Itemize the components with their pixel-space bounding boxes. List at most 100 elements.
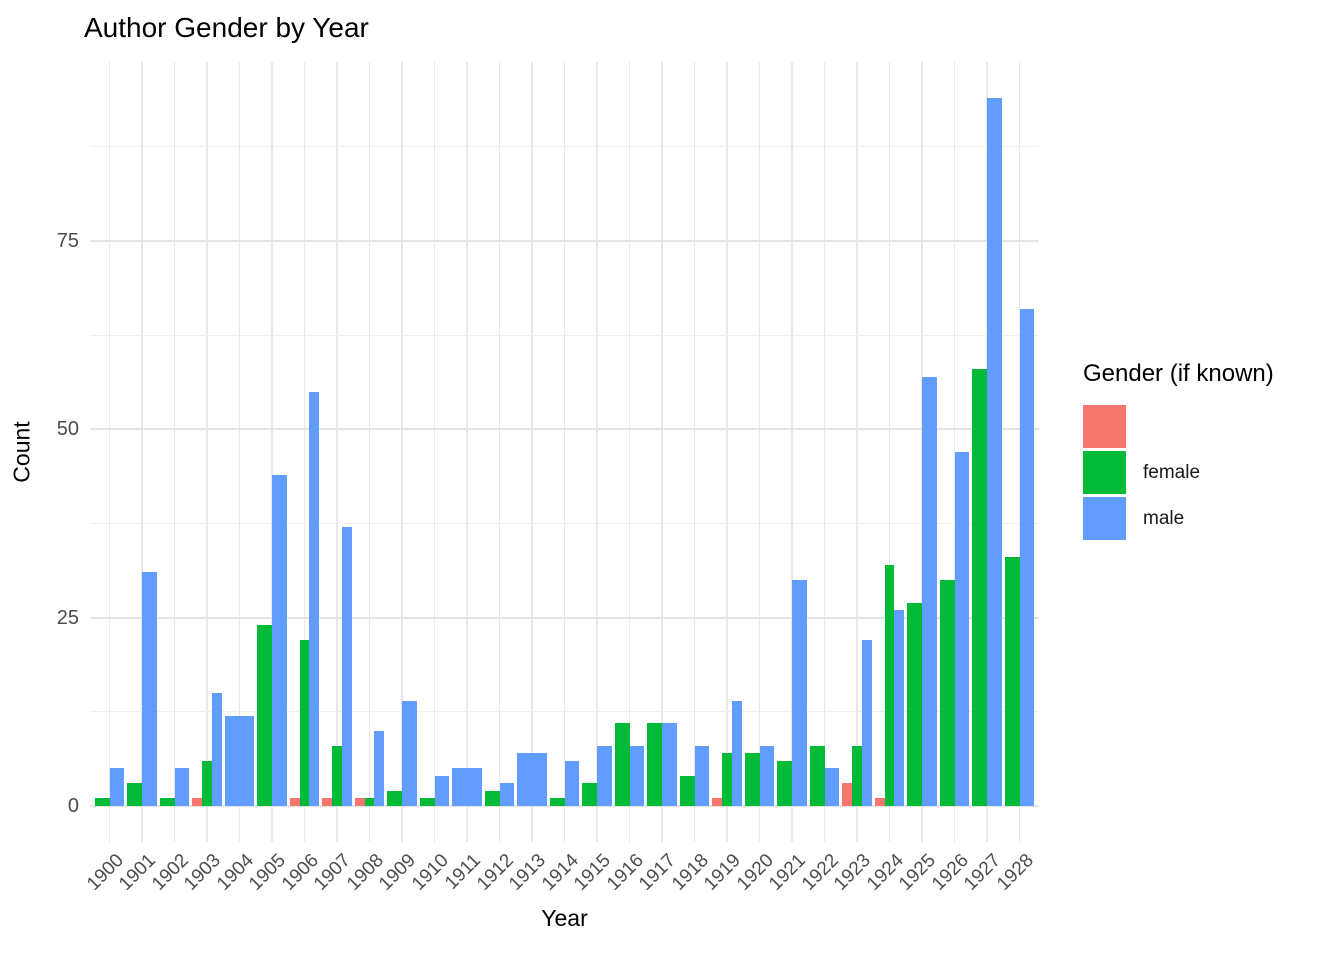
x-gridline [953,62,956,842]
bar-1913-male [517,753,547,806]
bar-1907-na [322,798,333,806]
x-gridline [628,62,631,842]
legend-swatch-female [1083,451,1126,494]
x-tick-label: 1928 [992,850,1038,895]
legend-label-female: female [1143,461,1201,483]
x-gridline [888,62,891,842]
x-gridline [466,62,468,842]
bar-1919-female [722,753,732,806]
bar-1922-male [824,768,840,806]
y-major-gridline [90,805,1039,807]
bar-1900-male [109,768,125,806]
bar-1927-female [972,369,987,806]
bar-1928-female [1004,557,1020,806]
x-gridline [823,62,826,842]
bar-1919-na [712,798,723,806]
bar-1906-female [299,640,310,806]
x-gridline [563,62,566,842]
y-tick-label: 0 [67,795,79,817]
legend-label-male: male [1143,507,1185,529]
bar-1907-male [341,527,352,806]
x-gridline [596,62,598,842]
bar-1906-na [289,798,300,806]
bar-1901-female [127,783,142,806]
bar-1916-male [629,745,645,806]
bar-1926-male [954,451,970,806]
y-tick-label: 25 [56,606,79,629]
x-gridline [401,62,403,842]
x-gridline [238,62,241,842]
x-gridline [726,62,728,842]
x-gridline [791,62,793,842]
bar-1924-female [884,564,895,806]
y-major-gridline [90,428,1039,431]
bar-1914-male [564,760,580,806]
y-axis-title: Count [8,421,35,483]
bar-1916-female [614,723,630,806]
x-gridline [921,62,923,842]
bar-1905-female [257,625,272,806]
x-gridline [368,62,371,842]
y-minor-gridline [90,146,1039,148]
x-gridline [1018,62,1021,842]
bar-1914-female [549,798,565,806]
y-major-gridline [90,616,1039,619]
legend-swatch-male [1083,497,1126,540]
bar-1923-female [852,745,862,806]
bar-1924-na [874,798,885,806]
bar-1917-female [647,723,662,806]
bar-1918-male [694,745,710,806]
bar-1926-female [939,580,955,806]
bar-1920-male [759,745,775,806]
bar-1928-male [1019,308,1035,806]
plot-panel [90,62,1039,842]
x-gridline [433,62,436,842]
bar-1923-na [842,783,853,806]
bar-1909-male [402,700,417,806]
legend-entry-female: female [1083,451,1274,494]
x-gridline [758,62,761,842]
bar-1915-male [597,745,612,806]
bar-1924-male [894,610,905,806]
bar-1912-female [484,790,500,806]
y-tick-label: 50 [56,418,79,441]
chart-title: Author Gender by Year [84,12,369,43]
bar-1912-male [499,783,515,806]
bar-1915-female [582,783,597,806]
bar-1902-male [174,768,190,806]
y-minor-gridline [90,334,1039,336]
bar-1903-male [211,693,222,806]
bar-1910-male [434,775,450,806]
bar-1905-male [272,474,287,806]
x-gridline [303,62,306,842]
x-gridline [206,62,208,842]
legend-entry-na [1083,405,1274,448]
x-gridline [141,62,143,842]
bar-1906-male [309,391,320,806]
bar-1927-male [987,97,1002,806]
legend-swatch-na [1083,405,1126,448]
bar-1917-male [662,723,677,806]
x-gridline [336,62,338,842]
bar-1900-female [94,798,110,806]
x-gridline [498,62,501,842]
bar-1922-female [809,745,825,806]
bar-1921-female [777,760,792,806]
bar-1918-female [679,775,695,806]
x-gridline [693,62,696,842]
bar-1907-female [332,745,342,806]
bar-1901-male [142,572,157,806]
x-gridline [856,62,858,842]
x-axis-title: Year [541,905,588,931]
x-gridline [531,62,533,842]
y-tick-label: 75 [56,230,79,253]
y-minor-gridline [90,522,1039,525]
bar-1925-male [922,376,937,806]
bar-1904-male [224,715,255,806]
bar-1919-male [731,700,742,806]
bar-1908-female [364,798,375,806]
x-gridline [661,62,663,842]
bar-1909-female [387,790,402,806]
y-major-gridline [90,240,1039,243]
